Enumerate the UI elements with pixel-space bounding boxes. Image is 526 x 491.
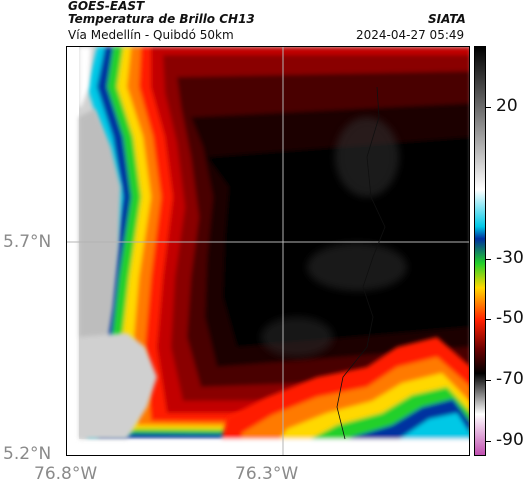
satellite-name: GOES-EAST: [68, 0, 145, 13]
colorbar-tick-label: -30: [496, 248, 524, 268]
colorbar-tick: [486, 441, 491, 442]
longitude-label-76-3: 76.3°W: [235, 464, 299, 484]
product-title: Temperatura de Brillo CH13: [68, 12, 255, 26]
colorbar-tick-label: -90: [496, 430, 524, 450]
longitude-label-76-8: 76.8°W: [34, 464, 98, 484]
latitude-label-5-2: 5.2°N: [3, 444, 52, 464]
region-label: Vía Medellín - Quibdó 50km: [68, 28, 234, 42]
organization-name: SIATA: [428, 12, 466, 26]
colorbar-tick: [486, 107, 491, 108]
brightness-temperature-map: [66, 46, 470, 456]
colorbar-tick-label: -70: [496, 369, 524, 389]
colorbar-tick-label: 20: [496, 96, 518, 116]
colorbar-tick-label: -50: [496, 308, 524, 328]
colorbar-tick: [486, 380, 491, 381]
temperature-colorbar: [474, 46, 486, 456]
colorbar-tick: [486, 259, 491, 260]
datetime-label: 2024-04-27 05:49: [356, 28, 465, 42]
colorbar-tick: [486, 319, 491, 320]
latitude-label-5-7: 5.7°N: [3, 232, 52, 252]
